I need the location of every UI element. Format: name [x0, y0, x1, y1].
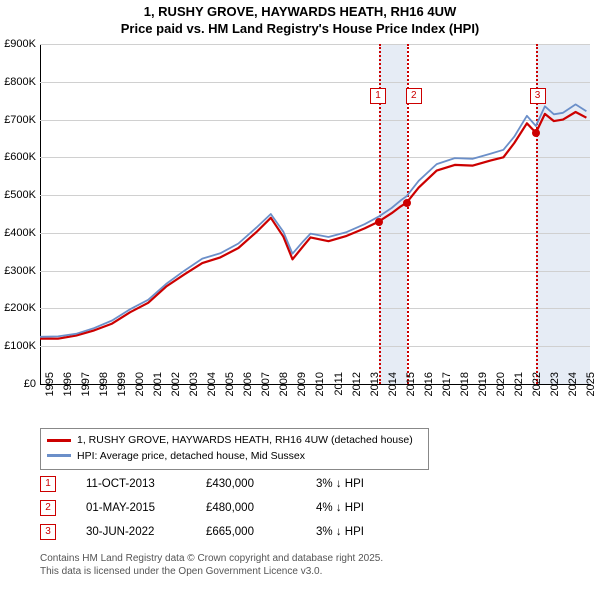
x-axis-label: 2000 — [134, 372, 146, 412]
sale-marker-box: 1 — [370, 88, 386, 104]
legend-label-2: HPI: Average price, detached house, Mid … — [77, 450, 305, 462]
x-axis-label: 2004 — [206, 372, 218, 412]
series-price_paid — [40, 112, 586, 339]
x-axis-label: 1996 — [62, 372, 74, 412]
chart-container: 1, RUSHY GROVE, HAYWARDS HEATH, RH16 4UW… — [0, 0, 600, 590]
x-axis-label: 2023 — [549, 372, 561, 412]
legend-label-1: 1, RUSHY GROVE, HAYWARDS HEATH, RH16 4UW… — [77, 434, 413, 446]
sales-table: 111-OCT-2013£430,0003% ↓ HPI201-MAY-2015… — [40, 472, 416, 544]
sales-price: £430,000 — [206, 478, 316, 490]
y-axis-label: £700K — [0, 114, 36, 126]
sale-dot — [532, 129, 540, 137]
attribution: Contains HM Land Registry data © Crown c… — [40, 552, 383, 578]
sales-row: 2 01-MAY-2015£480,0004% ↓ HPI — [40, 496, 416, 520]
sales-date: 11-OCT-2013 — [86, 478, 206, 490]
title-line-1: 1, RUSHY GROVE, HAYWARDS HEATH, RH16 4UW — [144, 4, 457, 19]
x-axis-label: 2012 — [351, 372, 363, 412]
sales-idx: 3 — [40, 524, 56, 540]
x-axis-label: 2003 — [188, 372, 200, 412]
legend-swatch-1 — [47, 439, 71, 442]
x-axis-label: 1997 — [80, 372, 92, 412]
x-axis-label: 2007 — [260, 372, 272, 412]
x-axis-label: 2019 — [477, 372, 489, 412]
x-axis-label: 2025 — [585, 372, 597, 412]
title-line-2: Price paid vs. HM Land Registry's House … — [121, 21, 480, 36]
sales-diff: 3% ↓ HPI — [316, 478, 416, 490]
sale-dot — [375, 218, 383, 226]
chart-title: 1, RUSHY GROVE, HAYWARDS HEATH, RH16 4UW… — [0, 0, 600, 38]
x-axis-label: 2008 — [278, 372, 290, 412]
y-axis-label: £0 — [0, 378, 36, 390]
x-axis-label: 1998 — [98, 372, 110, 412]
y-axis-label: £300K — [0, 265, 36, 277]
sales-row: 3 30-JUN-2022£665,0003% ↓ HPI — [40, 520, 416, 544]
sales-diff: 3% ↓ HPI — [316, 526, 416, 538]
sale-marker-box: 2 — [406, 88, 422, 104]
x-axis-label: 2014 — [387, 372, 399, 412]
x-axis-label: 2015 — [405, 372, 417, 412]
sales-idx: 2 — [40, 500, 56, 516]
attribution-line-2: This data is licensed under the Open Gov… — [40, 566, 322, 577]
sales-date: 01-MAY-2015 — [86, 502, 206, 514]
x-axis-label: 2006 — [242, 372, 254, 412]
series-hpi — [40, 104, 586, 336]
y-axis-label: £600K — [0, 151, 36, 163]
legend-row-1: 1, RUSHY GROVE, HAYWARDS HEATH, RH16 4UW… — [47, 433, 422, 449]
x-axis-label: 2001 — [152, 372, 164, 412]
x-axis-label: 2022 — [531, 372, 543, 412]
x-axis-label: 2018 — [459, 372, 471, 412]
x-axis-label: 2011 — [333, 372, 345, 412]
x-axis-label: 1999 — [116, 372, 128, 412]
sale-dot — [403, 199, 411, 207]
chart-area: £0£100K£200K£300K£400K£500K£600K£700K£80… — [40, 44, 590, 384]
sales-diff: 4% ↓ HPI — [316, 502, 416, 514]
x-axis-label: 2002 — [170, 372, 182, 412]
x-axis-label: 2017 — [441, 372, 453, 412]
x-axis-label: 2020 — [495, 372, 507, 412]
x-axis-label: 2013 — [369, 372, 381, 412]
legend-row-2: HPI: Average price, detached house, Mid … — [47, 449, 422, 465]
x-axis-label: 2005 — [224, 372, 236, 412]
y-axis-label: £200K — [0, 302, 36, 314]
sales-price: £480,000 — [206, 502, 316, 514]
chart-lines — [40, 44, 590, 384]
attribution-line-1: Contains HM Land Registry data © Crown c… — [40, 553, 383, 564]
sales-price: £665,000 — [206, 526, 316, 538]
x-axis-label: 2010 — [314, 372, 326, 412]
y-axis-label: £100K — [0, 340, 36, 352]
x-axis-label: 2009 — [296, 372, 308, 412]
sales-row: 1 11-OCT-2013£430,0003% ↓ HPI — [40, 472, 416, 496]
x-axis-label: 2021 — [513, 372, 525, 412]
x-axis-label: 1995 — [44, 372, 56, 412]
sales-date: 30-JUN-2022 — [86, 526, 206, 538]
y-axis-label: £900K — [0, 38, 36, 50]
y-axis-label: £800K — [0, 76, 36, 88]
y-axis-label: £400K — [0, 227, 36, 239]
legend-swatch-2 — [47, 454, 71, 457]
x-axis-label: 2024 — [567, 372, 579, 412]
y-axis-label: £500K — [0, 189, 36, 201]
legend: 1, RUSHY GROVE, HAYWARDS HEATH, RH16 4UW… — [40, 428, 429, 470]
x-axis-label: 2016 — [423, 372, 435, 412]
sale-marker-box: 3 — [530, 88, 546, 104]
sales-idx: 1 — [40, 476, 56, 492]
